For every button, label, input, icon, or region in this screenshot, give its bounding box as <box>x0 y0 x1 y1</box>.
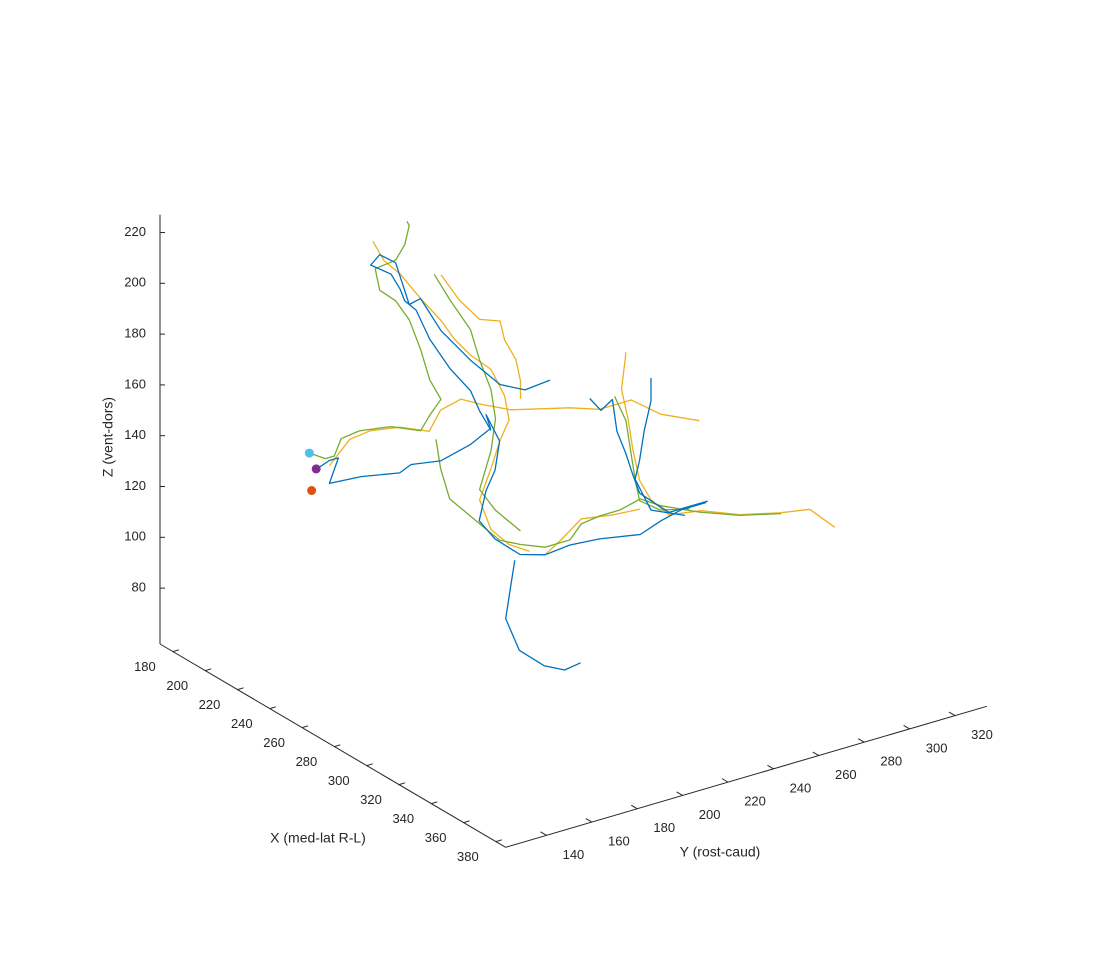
x-axis-label: X (med-lat R-L) <box>270 830 366 846</box>
y-tick-label: 300 <box>926 740 948 755</box>
y-tick-label: 240 <box>790 780 812 795</box>
start-marker <box>304 448 314 458</box>
y-tick <box>721 778 729 783</box>
x-axis-line <box>159 643 506 848</box>
x-tick <box>495 839 503 843</box>
trajectory-line <box>544 508 641 556</box>
x-tick-label: 380 <box>457 849 479 864</box>
y-axis-line <box>505 705 987 848</box>
y-tick <box>630 804 638 810</box>
x-tick <box>237 687 244 691</box>
trajectory-line <box>505 560 581 671</box>
x-tick-label: 340 <box>392 811 414 826</box>
x-tick-label: 180 <box>134 659 156 674</box>
z-tick-label: 220 <box>124 224 146 239</box>
y-tick-label: 180 <box>653 820 675 835</box>
trajectory-line <box>309 221 442 460</box>
trajectory-line <box>440 274 522 399</box>
trajectory-line <box>634 378 686 517</box>
y-axis-label: Y (rost-caud) <box>680 844 761 860</box>
trajectory-line <box>433 273 521 532</box>
y-tick <box>903 724 910 730</box>
y-tick <box>812 751 820 756</box>
y-tick-label: 320 <box>971 727 993 742</box>
x-tick <box>269 706 276 710</box>
y-tick-label: 160 <box>608 833 630 848</box>
x-tick <box>431 801 438 805</box>
y-tick-label: 220 <box>744 794 766 809</box>
y-tick-label: 140 <box>563 847 585 862</box>
x-tick-label: 200 <box>166 678 188 693</box>
x-tick-label: 280 <box>296 754 318 769</box>
trajectory-line <box>620 352 836 528</box>
x-tick <box>301 725 309 729</box>
z-tick-label: 80 <box>132 580 146 595</box>
z-axis-label: Z (vent-dors) <box>100 397 116 477</box>
x-tick-label: 320 <box>360 792 382 807</box>
z-tick-label: 200 <box>124 275 146 290</box>
y-tick <box>857 738 865 743</box>
x-tick <box>366 763 373 767</box>
y-tick-label: 280 <box>880 754 902 769</box>
y-tick-label: 260 <box>835 767 857 782</box>
x-tick <box>172 649 180 653</box>
trajectory-line <box>328 398 700 466</box>
x-tick-label: 360 <box>425 830 447 845</box>
z-tick-label: 140 <box>124 427 146 442</box>
x-tick-label: 260 <box>263 735 285 750</box>
y-tick-label: 200 <box>699 807 721 822</box>
y-tick <box>676 791 683 796</box>
z-tick-label: 180 <box>124 326 146 341</box>
trajectory-line <box>589 398 708 514</box>
x-tick <box>398 782 406 786</box>
x-tick-label: 240 <box>231 716 253 731</box>
x-tick <box>205 668 212 672</box>
z-tick-label: 120 <box>124 478 146 493</box>
y-tick <box>540 831 547 836</box>
x-tick <box>334 744 341 748</box>
y-tick <box>767 764 774 770</box>
x-tick-label: 220 <box>199 697 221 712</box>
x-tick-label: 300 <box>328 773 350 788</box>
start-marker <box>311 464 321 474</box>
x-tick <box>463 820 470 824</box>
start-marker <box>307 486 317 496</box>
trajectory-line <box>370 254 551 431</box>
trajectory-line <box>315 413 707 556</box>
z-tick-label: 160 <box>124 376 146 391</box>
y-tick <box>948 711 956 717</box>
y-tick <box>585 818 593 823</box>
z-tick-label: 100 <box>124 529 146 544</box>
